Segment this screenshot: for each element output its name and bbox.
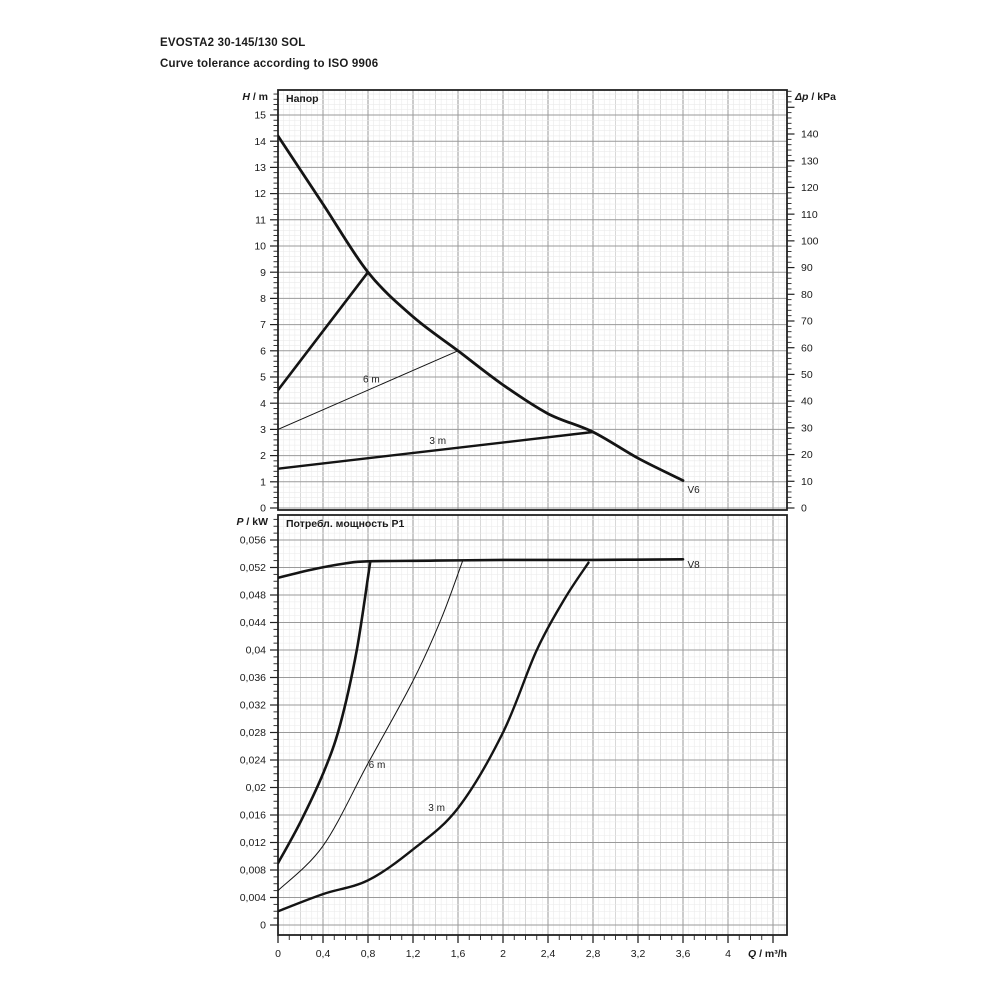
curve-label-3m: 3 m [428,803,445,814]
tick-label-y-power: 0,008 [240,865,266,877]
series-power-proportional-max [278,560,372,865]
tick-label-kpa: 30 [801,422,813,434]
plot-frame-power [277,514,788,936]
tick-label-x: 2,4 [541,948,556,960]
tick-label-y-head: 3 [260,424,266,436]
tick-label-y-power: 0,028 [240,727,266,739]
plot-frame-head [277,89,788,511]
tick-label-kpa: 90 [801,262,813,274]
tick-label-y-head: 9 [260,267,266,279]
tick-label-y-power: 0 [260,920,266,932]
tick-label-x: 0,8 [361,948,376,960]
tick-label-x: 3,2 [631,948,646,960]
tick-label-kpa: 130 [801,155,819,167]
series-proportional-pressure-3m [278,430,595,470]
panel-title-power: Потребл. мощность P1 [286,518,405,530]
curve-label-V6: V6 [688,485,701,496]
tick-label-y-head: 14 [254,136,266,148]
series-proportional-pressure-max [278,270,370,392]
tick-label-kpa: 0 [801,503,807,515]
series-proportional-pressure-6m [278,350,459,430]
tick-label-y-head: 5 [260,372,266,384]
series-group-head [278,134,685,482]
y-axis-left-label-head: H / m [242,91,268,103]
series-v8-max-power-curve [278,558,685,580]
series-v6-max-speed-curve [278,134,685,482]
tick-label-x: 1,2 [406,948,421,960]
tick-label-x: 2 [500,948,506,960]
tick-label-y-power: 0,032 [240,700,266,712]
tick-label-y-power: 0,012 [240,837,266,849]
panel-title-head: Напор [286,93,319,105]
tick-label-y-power: 0,048 [240,590,266,602]
tick-label-y-head: 13 [254,162,266,174]
chart-title: EVOSTA2 30-145/130 SOL [160,37,306,49]
tick-label-y-head: 8 [260,293,266,305]
tick-label-x: 0 [275,948,281,960]
tick-label-y-head: 12 [254,188,266,200]
series-power-6m [278,560,463,892]
tick-label-kpa: 60 [801,342,813,354]
tick-label-y-power: 0,04 [246,645,267,657]
curve-label-6m: 6 m [369,760,386,771]
tick-label-y-power: 0,052 [240,562,266,574]
left-axis-power: 0 0,004 0,008 0,012 0,016 0,02 0,024 0,028 0,032… [236,516,278,932]
tick-label-y-head: 2 [260,450,266,462]
tick-label-y-power: 0,004 [240,892,266,904]
tick-label-y-head: 6 [260,345,266,357]
tick-label-x: 0,4 [316,948,331,960]
tick-label-kpa: 100 [801,235,819,247]
tick-label-kpa: 140 [801,129,819,141]
tick-label-kpa: 110 [801,209,818,221]
tick-label-kpa: 120 [801,182,819,194]
tick-label-kpa: 80 [801,289,813,301]
series-group-power [278,558,685,913]
tick-label-y-power: 0,056 [240,535,266,547]
grid-power [277,515,787,935]
tick-label-x: 1,6 [451,948,466,960]
curve-label-V8: V8 [688,560,701,571]
tick-label-y-head: 1 [260,476,266,488]
tick-label-kpa: 50 [801,369,813,381]
tick-label-y-power: 0,016 [240,810,266,822]
tick-label-y-head: 0 [260,503,266,515]
tick-label-y-head: 15 [254,110,266,122]
y-axis-left-label-power: P / kW [236,516,268,528]
tick-label-kpa: 20 [801,449,813,461]
x-axis-label: Q / m³/h [748,948,787,960]
chart-panel-power: 0 0,004 0,008 0,012 0,016 0,02 0,024 0,028 0,032… [236,514,788,960]
series-power-3m [278,561,590,913]
tick-label-x: 3,6 [676,948,691,960]
chart-subtitle: Curve tolerance according to ISO 9906 [160,58,379,70]
curve-label-3m: 3 m [429,436,446,447]
tick-label-x: 2,8 [586,948,601,960]
grid-head [277,90,787,510]
right-axis-head: 0 10 20 30 40 50 60 70 80 90 100 110 120 130 140 Δp / k… [787,90,836,515]
tick-label-y-power: 0,02 [246,782,267,794]
tick-label-y-power: 0,036 [240,672,266,684]
tick-label-y-head: 7 [260,319,266,331]
tick-label-kpa: 10 [801,476,813,488]
tick-label-y-head: 10 [254,241,266,253]
tick-label-kpa: 70 [801,316,813,328]
tick-label-y-power: 0,044 [240,617,266,629]
y-axis-right-label: Δp / kPa [794,91,836,103]
tick-label-x: 4 [725,948,731,960]
curve-label-6m: 6 m [363,375,380,386]
tick-label-y-power: 0,024 [240,755,266,767]
tick-label-kpa: 40 [801,396,813,408]
tick-label-y-head: 4 [260,398,266,410]
x-axis: 0 0,4 0,8 1,2 1,6 2 2,4 2,8 3,2 3,6 4 Q / m³/h [275,935,787,960]
tick-label-y-head: 11 [255,214,266,226]
